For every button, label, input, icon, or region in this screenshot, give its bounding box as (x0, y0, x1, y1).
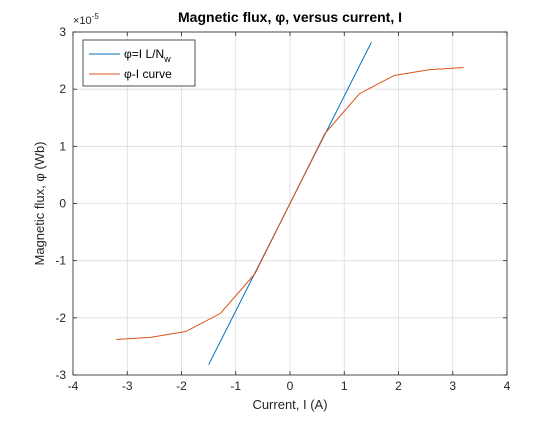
x-tick-label: 3 (449, 379, 456, 393)
legend-box (82, 39, 196, 87)
x-tick-label: -3 (122, 379, 133, 393)
y-axis-exponent-label: ×10-5 (73, 12, 99, 27)
legend-label-series-2: φ-I curve (124, 67, 172, 81)
series-line-2 (116, 66, 464, 341)
legend: φ=I L/Nw φ-I curve (82, 39, 196, 87)
y-tick-label: 0 (59, 197, 66, 211)
x-tick-label: 1 (341, 379, 348, 393)
x-tick-label: 0 (287, 379, 294, 393)
chart-title: Magnetic flux, φ, versus current, I (178, 9, 402, 25)
y-tick-label: 3 (59, 25, 66, 39)
y-tick-label: 1 (59, 139, 66, 153)
legend-label-series-1-main: φ=I L/N (124, 47, 164, 61)
x-tick-label: -1 (230, 379, 241, 393)
x-tick-label: 2 (395, 379, 402, 393)
y-axis-exponent-base: ×10 (73, 15, 92, 27)
series-layer (116, 42, 464, 365)
y-axis-label: Magnetic flux, φ (Wb) (32, 141, 47, 265)
x-tick-label: 4 (504, 379, 511, 393)
y-axis-exponent-power: -5 (92, 12, 100, 21)
legend-label-series-1: φ=I L/Nw (124, 47, 171, 64)
y-tick-label: -3 (55, 368, 66, 382)
x-tick-label: -4 (68, 379, 79, 393)
y-tick-label: 2 (59, 82, 66, 96)
y-tick-label: -1 (55, 254, 66, 268)
x-axis-label: Current, I (A) (252, 397, 327, 412)
y-tick-label: -2 (55, 311, 66, 325)
legend-label-series-1-subscript: w (163, 54, 171, 64)
x-tick-label: -2 (176, 379, 187, 393)
